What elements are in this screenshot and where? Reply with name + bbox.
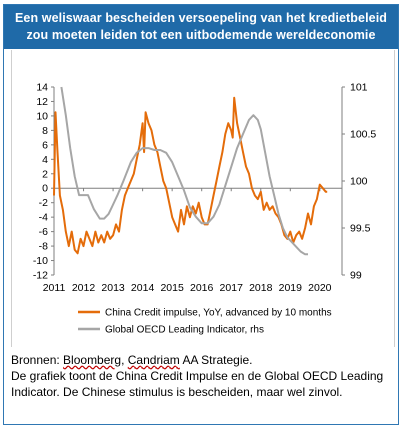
series-line-oecd-leading-indicator [60, 86, 308, 256]
x-tick-label: 2015 [160, 282, 184, 294]
y-right-tick-label: 99 [350, 270, 362, 282]
y-left-tick-label: 12 [36, 96, 48, 108]
x-tick-label: 2019 [279, 282, 303, 294]
y-left-tick-label: 4 [42, 154, 48, 166]
y-left-tick-label: -2 [39, 197, 48, 209]
source-separator: , [121, 353, 128, 367]
y-left-tick-label: 6 [42, 139, 48, 151]
x-tick-label: 2013 [101, 282, 125, 294]
y-left-tick-label: 2 [42, 168, 48, 180]
line-chart: 14 12 10 8 6 4 2 0 -2 -4 -6 -8 -10 -12 101 100.5 100 99.5… [33, 82, 377, 336]
y-left-tick-label: 0 [42, 183, 48, 195]
y-right-tick-label: 100 [350, 176, 368, 188]
x-tick-label: 2016 [190, 282, 214, 294]
y-left-tick-label: -10 [33, 255, 48, 267]
y-right-tick-label: 99.5 [350, 223, 371, 235]
y-left-tick-label: 8 [42, 125, 48, 137]
x-tick-label: 2014 [131, 282, 155, 294]
description: De grafiek toont de China Credit Impulse… [11, 369, 384, 399]
title-line-2: zou moeten leiden tot een uitbodemende w… [26, 28, 376, 42]
page-title: Een weliswaar bescheiden versoepeling va… [4, 5, 398, 49]
source-suffix: AA Strategie. [179, 353, 253, 367]
title-line-1: Een weliswaar bescheiden versoepeling va… [14, 11, 387, 25]
y-left-tick-label: -12 [33, 270, 48, 282]
source-prefix: Bronnen: [11, 353, 64, 367]
figure-frame: Een weliswaar bescheiden versoepeling va… [3, 4, 399, 425]
legend-label: Global OECD Leading Indicator, rhs [105, 325, 264, 336]
notes: Bronnen: Bloomberg, Candriam AA Strategi… [11, 352, 393, 400]
x-tick-label: 2020 [308, 282, 332, 294]
x-tick-label: 2018 [249, 282, 273, 294]
source-candriam: Candriam [127, 353, 180, 367]
chart-container: 14 12 10 8 6 4 2 0 -2 -4 -6 -8 -10 -12 101 100.5 100 99.5… [11, 50, 395, 347]
y-left-tick-label: -8 [39, 241, 48, 253]
x-tick-label: 2017 [220, 282, 244, 294]
x-tick-label: 2012 [72, 282, 96, 294]
y-right-tick-label: 100.5 [350, 129, 376, 141]
y-left-tick-label: -4 [39, 212, 48, 224]
legend-label: China Credit impulse, YoY, advanced by 1… [105, 308, 332, 319]
y-right-tick-label: 101 [350, 82, 368, 94]
source-bloomberg: Bloomberg [63, 353, 122, 367]
y-left-tick-label: 10 [36, 110, 48, 122]
series-line-china-credit-impulse [53, 96, 328, 255]
y-left-tick-label: 14 [36, 82, 48, 94]
x-tick-label: 2011 [43, 282, 66, 294]
source-line: Bronnen: Bloomberg, Candriam AA Strategi… [11, 352, 393, 368]
y-left-tick-label: -6 [39, 226, 48, 238]
